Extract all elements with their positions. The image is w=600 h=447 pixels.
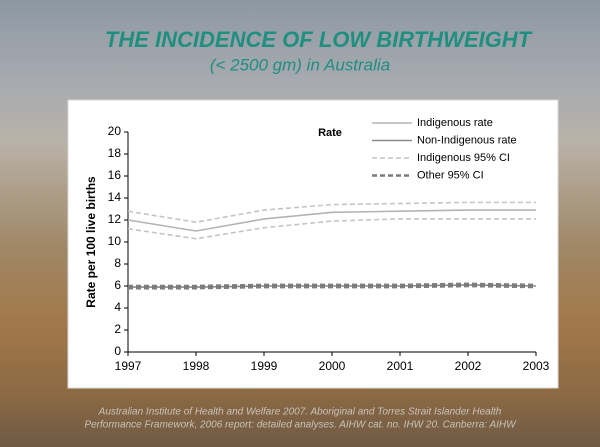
source-note: Australian Institute of Health and Welfa… (98, 407, 502, 418)
legend-label: Indigenous 95% CI (417, 152, 510, 164)
y-tick-label: 8 (114, 256, 121, 270)
series-line (128, 284, 537, 290)
series-line (127, 209, 536, 232)
x-tick-label: 2001 (387, 359, 414, 373)
x-tick-label: 1998 (183, 359, 210, 373)
legend-label: Other 95% CI (417, 169, 484, 181)
y-tick-label: 4 (114, 300, 121, 314)
slide-title: THE INCIDENCE OF LOW BIRTHWEIGHT (105, 27, 533, 52)
legend-label: Indigenous rate (417, 117, 493, 129)
chart-panel (67, 99, 559, 389)
source-note: Performance Framework, 2006 report: deta… (84, 420, 517, 431)
y-tick-label: 16 (108, 168, 122, 182)
y-tick-label: 2 (114, 322, 121, 336)
series-line (127, 218, 536, 240)
y-tick-label: 10 (108, 234, 122, 248)
y-tick-label: 6 (114, 278, 121, 292)
x-tick-label: 2003 (523, 359, 550, 373)
y-tick-label: 20 (108, 124, 122, 138)
legend-label: Non-Indigenous rate (417, 134, 517, 146)
legend-title: Rate (318, 127, 342, 139)
series-line (128, 282, 537, 288)
y-axis-label: Rate per 100 live births (84, 176, 98, 308)
y-tick-label: 18 (108, 146, 122, 160)
x-tick-label: 1997 (115, 359, 142, 373)
x-tick-label: 2002 (455, 359, 482, 373)
x-tick-label: 2000 (319, 359, 346, 373)
y-tick-label: 0 (114, 344, 121, 358)
slide-subtitle: (< 2500 gm) in Australia (210, 55, 390, 74)
y-tick-label: 12 (108, 212, 122, 226)
y-tick-label: 14 (108, 190, 122, 204)
x-tick-label: 1999 (251, 359, 278, 373)
series-line (127, 201, 536, 224)
